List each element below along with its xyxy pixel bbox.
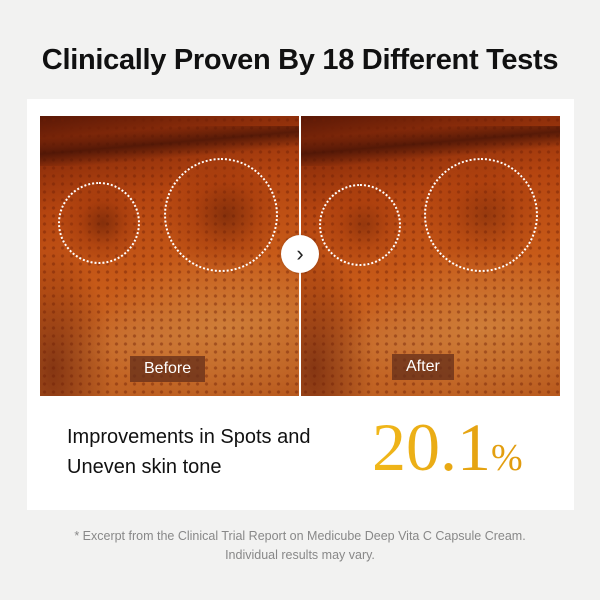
after-label: After bbox=[392, 354, 454, 380]
next-button[interactable]: › bbox=[281, 235, 319, 273]
description-line: Uneven skin tone bbox=[67, 456, 222, 478]
percent-sign: % bbox=[491, 437, 523, 479]
highlight-circle bbox=[164, 158, 278, 272]
highlight-circle bbox=[58, 182, 140, 264]
footnote-line: * Excerpt from the Clinical Trial Report… bbox=[74, 529, 526, 543]
result-description: Improvements in Spots and Uneven skin to… bbox=[67, 422, 310, 482]
page-title: Clinically Proven By 18 Different Tests bbox=[41, 44, 559, 76]
footnote: * Excerpt from the Clinical Trial Report… bbox=[0, 527, 600, 565]
highlight-circle bbox=[319, 184, 401, 266]
chevron-right-icon: › bbox=[296, 241, 304, 266]
footnote-line: Individual results may vary. bbox=[225, 548, 375, 562]
highlight-circle bbox=[424, 158, 538, 272]
improvement-percentage: 20.1% bbox=[372, 412, 523, 493]
before-label: Before bbox=[130, 356, 206, 382]
description-line: Improvements in Spots and bbox=[67, 426, 311, 448]
before-photo: Before bbox=[40, 116, 299, 396]
after-photo: After bbox=[301, 116, 560, 396]
percentage-value: 20.1 bbox=[372, 409, 491, 485]
